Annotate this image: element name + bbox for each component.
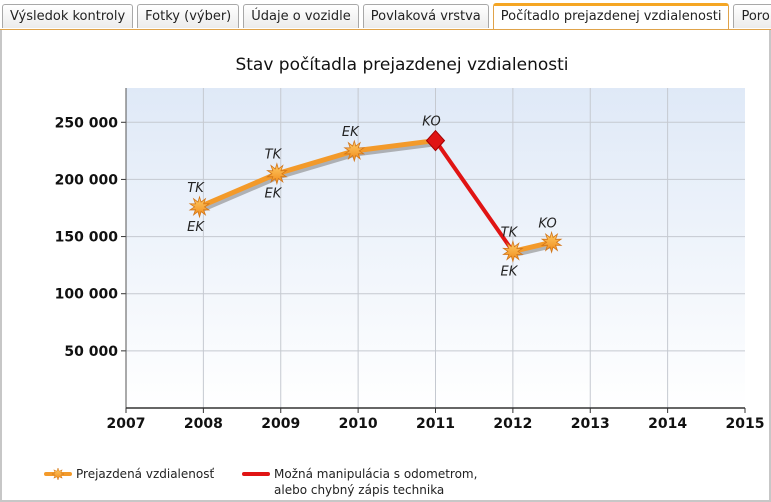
frame-border-left bbox=[0, 30, 2, 502]
legend-label-2: alebo chybný zápis technika bbox=[274, 483, 444, 497]
y-tick-label: 100 000 bbox=[55, 287, 119, 303]
marker-star bbox=[540, 230, 563, 254]
point-label: EK bbox=[342, 125, 360, 140]
legend-label-2: Možná manipulácia s odometrom, bbox=[274, 467, 477, 481]
series-odometer-line bbox=[197, 171, 280, 210]
x-tick-label: 2012 bbox=[493, 416, 532, 432]
point-label: TK bbox=[187, 181, 205, 196]
y-tick-label: 150 000 bbox=[55, 230, 119, 246]
y-tick-label: 50 000 bbox=[64, 344, 118, 360]
y-tick-label: 200 000 bbox=[55, 172, 119, 188]
x-tick-label: 2007 bbox=[107, 416, 146, 432]
axes: 2007 2008 2009 2010 2011 2012 2013 2014 2015 50 0… bbox=[55, 88, 765, 432]
series-odometer-shadow bbox=[353, 141, 440, 157]
x-tick-label: 2014 bbox=[648, 416, 687, 432]
legend: Prejazdená vzdialenosť Možná manipulácia … bbox=[44, 467, 477, 497]
tab-bar: Výsledok kontroly Fotky (výber) Údaje o vo… bbox=[0, 0, 771, 30]
point-label: KO bbox=[422, 115, 440, 130]
frame-border-bottom bbox=[0, 500, 771, 502]
series-odometer-shadow bbox=[199, 174, 282, 213]
tabs: Výsledok kontroly Fotky (výber) Údaje o vo… bbox=[2, 3, 771, 29]
x-tick-label: 2013 bbox=[571, 416, 610, 432]
x-tick-label: 2015 bbox=[726, 416, 765, 432]
series-odometer-line bbox=[351, 138, 438, 154]
marker-star bbox=[266, 162, 288, 186]
tab-1[interactable]: Výsledok kontroly bbox=[2, 4, 134, 28]
x-tick-label: 2008 bbox=[184, 416, 223, 432]
marker-diamond bbox=[425, 129, 446, 152]
grid-lines bbox=[126, 88, 745, 408]
point-label: TK bbox=[501, 225, 519, 240]
chart-title: Stav počítadla prejazdenej vzdialenosti bbox=[235, 55, 568, 75]
series bbox=[197, 138, 557, 257]
marker-star bbox=[188, 195, 211, 219]
tab-6[interactable]: Poro bbox=[733, 4, 771, 28]
odometer-chart: Stav počítadla prejazdenej vzdialenosti … bbox=[44, 55, 765, 497]
tab-4[interactable]: Povlaková vrstva bbox=[362, 4, 489, 28]
marker-star bbox=[343, 139, 366, 163]
markers bbox=[188, 129, 563, 263]
point-labels: TK EK TK EK EK KO TK EK KO bbox=[187, 115, 557, 280]
series-odometer-shadow bbox=[276, 151, 359, 180]
series-odometer-line bbox=[274, 148, 357, 177]
point-label: KO bbox=[538, 216, 556, 231]
y-tick-label: 250 000 bbox=[55, 115, 119, 131]
tab-2[interactable]: Fotky (výber) bbox=[137, 4, 240, 28]
x-tick-label: 2009 bbox=[261, 416, 300, 432]
tab-3[interactable]: Údaje o vozidle bbox=[243, 4, 359, 28]
legend-label-1: Prejazdená vzdialenosť bbox=[76, 467, 214, 481]
frame-border-right bbox=[769, 30, 771, 502]
point-label: EK bbox=[501, 264, 519, 279]
x-tick-label: 2011 bbox=[416, 416, 455, 432]
point-label: TK bbox=[265, 148, 283, 163]
point-label: EK bbox=[265, 187, 283, 202]
point-label: EK bbox=[187, 220, 205, 235]
marker-star bbox=[502, 239, 524, 263]
legend-marker-star bbox=[51, 467, 65, 481]
series-manipulation-line bbox=[433, 138, 515, 254]
x-tick-label: 2010 bbox=[339, 416, 378, 432]
tab-5[interactable]: Počítadlo prejazdenej vzdialenosti bbox=[492, 3, 730, 29]
